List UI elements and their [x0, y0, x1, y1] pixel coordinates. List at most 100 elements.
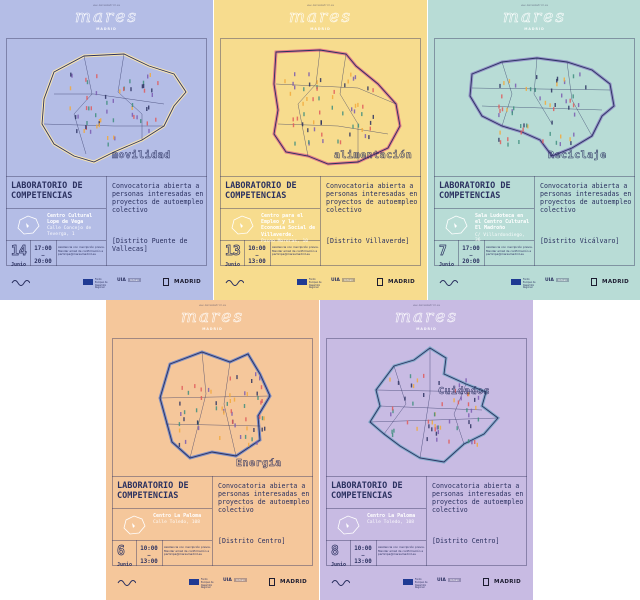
brand-subtitle: MADRID	[202, 327, 223, 331]
uia-logo: UIA	[117, 278, 126, 283]
mares-mini-logo	[439, 280, 458, 286]
divider	[434, 176, 635, 177]
madrid-logo: MADRID	[602, 279, 629, 285]
district-label: [Distrito Villaverde]	[326, 237, 410, 245]
madrid-bear-icon	[483, 578, 489, 586]
theme-label: alimentación	[334, 150, 413, 162]
time-separator: –	[469, 253, 473, 259]
uia-badge: Urban	[448, 578, 462, 582]
mini-map-icon	[445, 215, 468, 235]
event-poster: www.maresmadrid.es mares MADRID Reciclaj…	[428, 0, 640, 300]
theme-label: Reciclaje	[548, 150, 607, 162]
time-separator: –	[147, 553, 151, 559]
eu-flag-icon	[297, 279, 307, 285]
uia-badge: Urban	[128, 278, 142, 282]
divider	[376, 540, 377, 566]
divider	[112, 508, 212, 509]
divider	[112, 476, 313, 477]
divider	[106, 176, 107, 266]
divider	[220, 208, 320, 209]
event-month: Junio	[225, 262, 241, 268]
brand-logo: mares	[74, 7, 139, 27]
time-end: 13:00	[248, 259, 266, 265]
venue-name: Centro La Paloma	[153, 513, 202, 519]
madrid-bear-icon	[269, 578, 275, 586]
divider	[6, 240, 106, 241]
event-day: 14	[11, 244, 27, 260]
divider	[136, 540, 137, 566]
district-map	[368, 346, 501, 464]
theme-label: movilidad	[112, 150, 171, 162]
divider	[56, 240, 57, 266]
eu-label: Fondo Europeo de Desarrollo Regional	[523, 278, 536, 290]
poster-url: www.maresmadrid.es	[412, 304, 441, 307]
sponsor-logos: Fondo Europeo de Desarrollo Regional UIA…	[6, 271, 207, 293]
event-day: 7	[439, 244, 448, 260]
divider	[458, 240, 459, 266]
brand-subtitle: MADRID	[524, 27, 545, 31]
uia-logo: UIA	[223, 578, 232, 583]
divider	[320, 176, 321, 266]
venue-address: C/ Villardondiego, 36	[475, 232, 525, 244]
poster-title: LABORATORIO DE COMPETENCIAS	[11, 181, 83, 201]
time-end: 20:00	[462, 259, 480, 265]
divider	[220, 240, 320, 241]
theme-label: Energía	[236, 458, 282, 470]
eu-label: Fondo Europeo de Desarrollo Regional	[415, 578, 428, 590]
divider	[326, 508, 426, 509]
divider	[162, 540, 163, 566]
time-start: 17:00	[34, 246, 52, 252]
divider	[434, 208, 534, 209]
brand-logo: mares	[394, 307, 459, 327]
event-day: 8	[331, 544, 340, 560]
brand-subtitle: MADRID	[96, 27, 117, 31]
district-map	[272, 48, 402, 166]
poster-frame	[326, 338, 527, 566]
divider	[6, 176, 207, 177]
divider	[534, 176, 535, 266]
poster-frame	[220, 38, 421, 266]
mini-map-icon	[123, 515, 146, 535]
sponsor-logos: Fondo Europeo de Desarrollo Regional UIA…	[220, 271, 421, 293]
poster-title: LABORATORIO DE COMPETENCIAS	[439, 181, 511, 201]
brand-subtitle: MADRID	[310, 27, 331, 31]
divider	[326, 540, 426, 541]
venue-address: Calle Toledo, 108	[367, 520, 415, 526]
venue-name: Centro La Paloma	[367, 513, 416, 519]
time-end: 13:00	[354, 559, 372, 565]
registration-note: Asistencia con inscripción previa. Manda…	[378, 545, 425, 556]
poster-description: Convocatoria abierta a personas interesa…	[218, 482, 310, 514]
eu-label: Fondo Europeo de Desarrollo Regional	[309, 278, 322, 290]
brand-logo: mares	[180, 307, 245, 327]
time-separator: –	[361, 553, 365, 559]
district-map	[468, 56, 616, 158]
poster-title: LABORATORIO DE COMPETENCIAS	[225, 181, 297, 201]
divider	[426, 476, 427, 566]
eu-label: Fondo Europeo de Desarrollo Regional	[201, 578, 214, 590]
poster-frame	[434, 38, 635, 266]
madrid-logo: MADRID	[174, 279, 201, 285]
eu-flag-icon	[511, 279, 521, 285]
mares-mini-logo	[11, 280, 30, 286]
brand-subtitle: MADRID	[416, 327, 437, 331]
divider	[220, 176, 421, 177]
registration-note: Asistencia con inscripción previa. Manda…	[58, 245, 105, 256]
divider	[484, 240, 485, 266]
mini-map-icon	[231, 215, 254, 235]
venue-name: Sala Ludoteca en el Centro Cultural El M…	[475, 213, 530, 232]
poster-title: LABORATORIO DE COMPETENCIAS	[331, 481, 403, 501]
madrid-logo: MADRID	[280, 579, 307, 585]
venue-address: Calle Concejo de Teverga, 1	[47, 226, 92, 238]
event-month: Junio	[331, 562, 347, 568]
poster-title: LABORATORIO DE COMPETENCIAS	[117, 481, 189, 501]
mares-mini-logo	[331, 580, 350, 586]
event-month: Junio	[439, 262, 455, 268]
madrid-bear-icon	[591, 278, 597, 286]
poster-description: Convocatoria abierta a personas interesa…	[432, 482, 524, 514]
time-end: 20:00	[34, 259, 52, 265]
district-label: [Distrito Centro]	[432, 537, 500, 545]
district-label: [Distrito Vicálvaro]	[540, 237, 620, 245]
sponsor-logos: Fondo Europeo de Desarrollo Regional UIA…	[434, 271, 635, 293]
event-day: 13	[225, 244, 241, 260]
time-start: 10:00	[248, 246, 266, 252]
